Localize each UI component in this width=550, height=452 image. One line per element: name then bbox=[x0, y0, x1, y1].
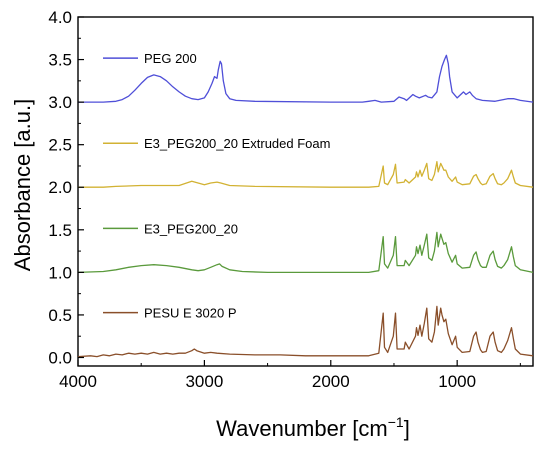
y-tick-label: 1.5 bbox=[48, 221, 72, 240]
series-line-3 bbox=[77, 305, 534, 358]
y-tick-label: 3.5 bbox=[48, 51, 72, 70]
y-tick-label: 3.0 bbox=[48, 93, 72, 112]
y-tick-label: 2.0 bbox=[48, 178, 72, 197]
legend-layer: PEG 200 E3_PEG200_20 Extruded Foam E3_PEG2… bbox=[103, 51, 330, 321]
legend-label-3: PESU E 3020 P bbox=[144, 306, 237, 321]
series-line-0 bbox=[78, 54, 534, 103]
x-tick-label: 2000 bbox=[312, 372, 350, 391]
legend-label-2: E3_PEG200_20 bbox=[144, 221, 238, 236]
y-axis-title: Absorbance [a.u.] bbox=[10, 99, 35, 271]
series-line-1 bbox=[78, 161, 534, 188]
legend-label-0: PEG 200 bbox=[144, 51, 197, 66]
x-tick-label: 3000 bbox=[185, 372, 223, 391]
y-tick-label: 0.0 bbox=[48, 348, 72, 367]
x-tick-label: 4000 bbox=[59, 372, 97, 391]
y-tick-label: 1.0 bbox=[48, 263, 72, 282]
legend-label-1: E3_PEG200_20 Extruded Foam bbox=[144, 136, 330, 151]
y-tick-label: 0.5 bbox=[48, 306, 72, 325]
series-line-2 bbox=[77, 231, 534, 274]
x-tick-label: 1000 bbox=[438, 372, 476, 391]
x-axis: 4000 3000 2000 1000 bbox=[59, 360, 521, 391]
plot-frame bbox=[77, 16, 534, 367]
y-tick-label: 4.0 bbox=[48, 8, 72, 27]
plot-border bbox=[77, 16, 534, 367]
y-axis: 0.0 0.5 1.0 1.5 2.0 2.5 3.0 3.5 4.0 bbox=[48, 8, 84, 367]
series-layer bbox=[77, 54, 534, 358]
y-tick-label: 2.5 bbox=[48, 136, 72, 155]
x-axis-title: Wavenumber [cm−1] bbox=[216, 414, 410, 441]
